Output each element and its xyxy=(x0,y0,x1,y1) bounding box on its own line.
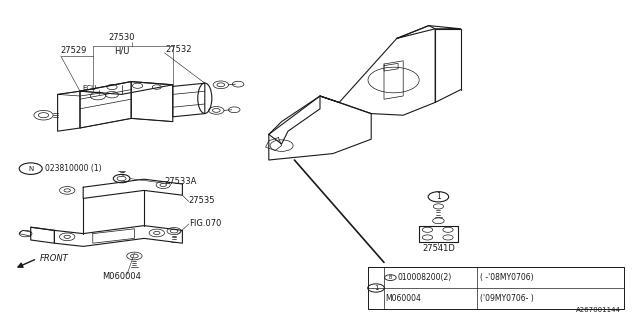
Text: ('09MY0706- ): ('09MY0706- ) xyxy=(480,294,534,303)
Text: ECU: ECU xyxy=(82,85,96,91)
Text: 27532: 27532 xyxy=(165,45,191,54)
Text: ( -'08MY0706): ( -'08MY0706) xyxy=(480,273,534,282)
Text: H/U: H/U xyxy=(114,46,129,55)
Text: 27541D: 27541D xyxy=(422,244,455,252)
Text: 023810000 (1): 023810000 (1) xyxy=(45,164,101,173)
Text: B: B xyxy=(388,275,392,280)
Text: 1: 1 xyxy=(374,285,378,291)
Text: M060004: M060004 xyxy=(102,272,141,281)
Text: 27535: 27535 xyxy=(189,196,215,205)
Text: A267001144: A267001144 xyxy=(576,307,621,313)
Text: M060004: M060004 xyxy=(385,294,421,303)
Text: FIG.070: FIG.070 xyxy=(189,219,221,228)
Text: N: N xyxy=(28,166,33,172)
Text: 27530: 27530 xyxy=(108,33,135,42)
Text: FRONT: FRONT xyxy=(40,254,68,263)
Text: 27533A: 27533A xyxy=(164,177,197,186)
Text: 010008200(2): 010008200(2) xyxy=(397,273,452,282)
Text: 1: 1 xyxy=(436,192,441,201)
Text: 27529: 27529 xyxy=(61,46,87,55)
